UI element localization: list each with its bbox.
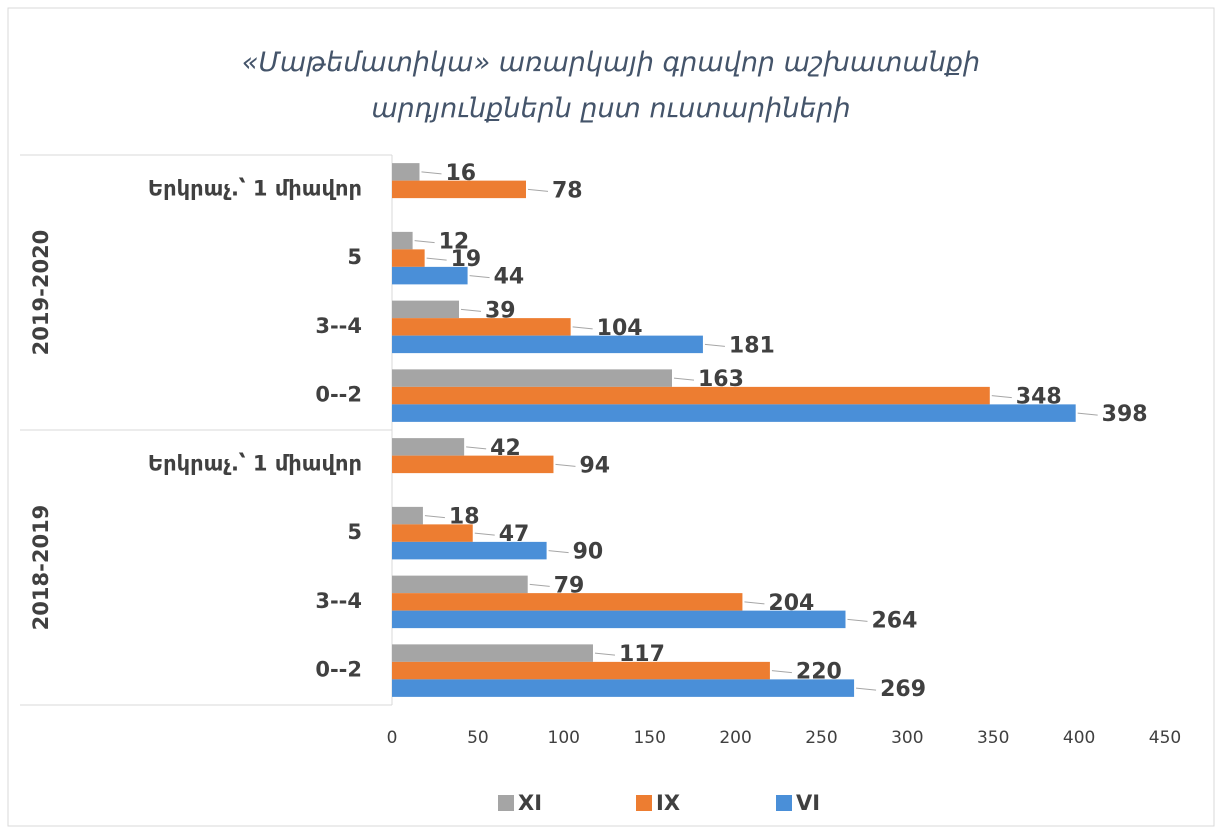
category-label: 0--2 bbox=[315, 383, 362, 407]
legend-label: IX bbox=[656, 791, 680, 815]
bar bbox=[392, 300, 459, 319]
bar bbox=[392, 335, 703, 354]
category-label: 3--4 bbox=[315, 314, 362, 338]
leader-line bbox=[991, 395, 1012, 399]
leader-line bbox=[469, 275, 490, 279]
leader-line bbox=[426, 257, 447, 261]
category-label: 0--2 bbox=[315, 658, 362, 682]
chart-title: «Մաթեմատիկա» առարկայի գրավոր աշխատանքի ա… bbox=[241, 47, 981, 124]
bar bbox=[392, 644, 593, 662]
bar bbox=[392, 318, 571, 336]
leader-line bbox=[847, 618, 868, 622]
leader-line bbox=[466, 446, 487, 450]
legend-label: VI bbox=[796, 791, 820, 815]
x-tick-label: 300 bbox=[891, 728, 923, 748]
x-tick-label: 50 bbox=[467, 728, 489, 748]
leader-line bbox=[421, 171, 442, 175]
leader-line bbox=[414, 240, 435, 244]
bar bbox=[392, 506, 423, 525]
leader-line bbox=[572, 326, 593, 330]
category-label: Երկրաչ.՝ 1 միավոր bbox=[148, 176, 362, 200]
category-label: 3--4 bbox=[315, 589, 362, 613]
bar bbox=[392, 438, 465, 456]
data-label: 78 bbox=[552, 178, 583, 203]
bar bbox=[392, 180, 526, 199]
leader-line bbox=[1077, 412, 1098, 416]
x-tick-label: 150 bbox=[633, 728, 665, 748]
data-label: 264 bbox=[871, 608, 917, 633]
data-label: 94 bbox=[579, 453, 610, 478]
bar bbox=[392, 541, 547, 560]
x-tick-label: 200 bbox=[719, 728, 751, 748]
bar bbox=[392, 163, 420, 181]
bar bbox=[392, 524, 473, 542]
data-label: 12 bbox=[439, 230, 470, 255]
bar bbox=[392, 455, 554, 474]
category-label: 5 bbox=[347, 245, 362, 269]
leader-line bbox=[474, 532, 495, 536]
data-label: 398 bbox=[1102, 402, 1148, 427]
leader-line bbox=[771, 670, 792, 674]
bar bbox=[392, 679, 855, 697]
data-label: 269 bbox=[880, 677, 926, 702]
data-label: 181 bbox=[729, 333, 775, 358]
bar bbox=[392, 231, 413, 250]
bar bbox=[392, 575, 528, 594]
leader-line bbox=[704, 343, 725, 347]
leader-line bbox=[424, 515, 445, 519]
legend-swatch bbox=[636, 795, 652, 811]
x-tick-label: 250 bbox=[805, 728, 837, 748]
legend-swatch bbox=[776, 795, 792, 811]
x-tick-label: 350 bbox=[977, 728, 1009, 748]
x-tick-label: 400 bbox=[1063, 728, 1095, 748]
bar bbox=[392, 266, 468, 285]
bar bbox=[392, 404, 1076, 422]
leader-line bbox=[673, 377, 695, 381]
leader-line bbox=[548, 550, 569, 554]
leader-line bbox=[527, 188, 549, 192]
group-label: 2019-2020 bbox=[29, 230, 53, 356]
bar bbox=[392, 249, 425, 267]
leader-line bbox=[856, 687, 877, 691]
leader-line bbox=[744, 601, 765, 605]
bar bbox=[392, 386, 990, 405]
x-tick-label: 0 bbox=[387, 728, 398, 748]
group-label: 2018-2019 bbox=[29, 505, 53, 631]
bar bbox=[392, 593, 743, 611]
category-label: Երկրաչ.՝ 1 միավոր bbox=[148, 451, 362, 475]
bar bbox=[392, 610, 846, 629]
bar bbox=[392, 661, 770, 680]
leader-line bbox=[555, 463, 576, 467]
leader-line bbox=[594, 652, 616, 656]
category-label: 5 bbox=[347, 520, 362, 544]
legend-swatch bbox=[498, 795, 514, 811]
bar bbox=[392, 369, 672, 387]
x-tick-label: 100 bbox=[548, 728, 580, 748]
leader-line bbox=[529, 583, 550, 587]
data-label: 44 bbox=[494, 265, 525, 290]
legend-label: XI bbox=[518, 791, 542, 815]
x-tick-label: 450 bbox=[1149, 728, 1181, 748]
data-label: 90 bbox=[573, 540, 604, 565]
leader-line bbox=[460, 308, 482, 312]
